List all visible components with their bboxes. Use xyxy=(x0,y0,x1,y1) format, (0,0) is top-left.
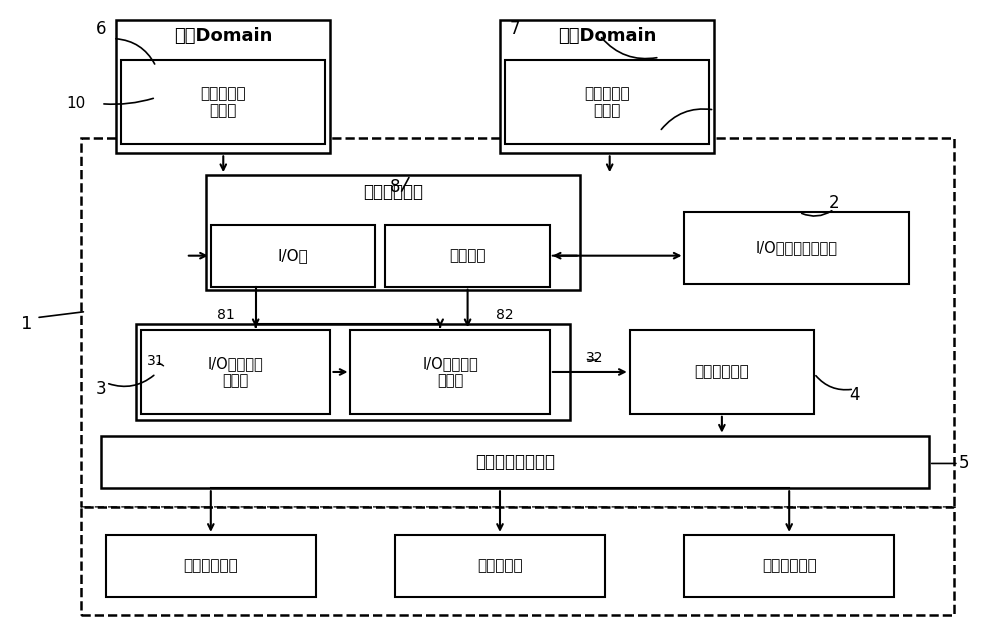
Text: 设备后端驱
动模块: 设备后端驱 动模块 xyxy=(200,86,246,118)
Text: 31: 31 xyxy=(147,354,165,368)
Text: 虚拟设备通道: 虚拟设备通道 xyxy=(363,183,423,201)
Text: 8: 8 xyxy=(390,178,401,196)
Text: 客户Domain: 客户Domain xyxy=(558,27,656,44)
Text: 5: 5 xyxy=(958,454,969,472)
FancyBboxPatch shape xyxy=(350,330,550,414)
Text: I/O状态监控
子模块: I/O状态监控 子模块 xyxy=(208,356,264,388)
FancyBboxPatch shape xyxy=(684,212,909,283)
FancyBboxPatch shape xyxy=(136,324,570,420)
Text: 3: 3 xyxy=(96,380,106,398)
FancyBboxPatch shape xyxy=(101,435,929,488)
Text: 高频时钟核: 高频时钟核 xyxy=(477,558,523,573)
Text: 1: 1 xyxy=(21,315,32,333)
FancyBboxPatch shape xyxy=(630,330,814,414)
FancyBboxPatch shape xyxy=(106,535,316,597)
Text: 7: 7 xyxy=(510,21,520,38)
FancyBboxPatch shape xyxy=(395,535,605,597)
Text: 多核动态划分模块: 多核动态划分模块 xyxy=(475,453,555,471)
Text: 事件通道: 事件通道 xyxy=(449,248,486,263)
FancyBboxPatch shape xyxy=(684,535,894,597)
Text: 82: 82 xyxy=(496,308,514,321)
Text: 6: 6 xyxy=(96,21,106,38)
Text: I/O调度初始化模块: I/O调度初始化模块 xyxy=(756,240,838,255)
FancyBboxPatch shape xyxy=(206,175,580,290)
FancyBboxPatch shape xyxy=(505,60,709,144)
FancyBboxPatch shape xyxy=(500,20,714,153)
FancyBboxPatch shape xyxy=(141,330,330,414)
Text: I/O信息处理
子模块: I/O信息处理 子模块 xyxy=(422,356,478,388)
Text: 驱动Domain: 驱动Domain xyxy=(174,27,272,44)
Text: 4: 4 xyxy=(849,386,859,404)
Text: 32: 32 xyxy=(586,351,603,365)
Text: 通用处理器核: 通用处理器核 xyxy=(762,558,817,573)
FancyBboxPatch shape xyxy=(121,60,325,144)
Text: 驱动域专用核: 驱动域专用核 xyxy=(183,558,238,573)
Text: 2: 2 xyxy=(829,194,839,212)
Text: 调度决策模块: 调度决策模块 xyxy=(695,364,749,379)
FancyBboxPatch shape xyxy=(211,225,375,287)
FancyBboxPatch shape xyxy=(385,225,550,287)
FancyBboxPatch shape xyxy=(81,507,954,616)
Text: 10: 10 xyxy=(67,96,86,112)
FancyBboxPatch shape xyxy=(81,138,954,507)
FancyBboxPatch shape xyxy=(116,20,330,153)
Text: 设备前端驱
动模块: 设备前端驱 动模块 xyxy=(584,86,630,118)
Text: 81: 81 xyxy=(217,308,235,321)
Text: I/O环: I/O环 xyxy=(278,248,308,263)
